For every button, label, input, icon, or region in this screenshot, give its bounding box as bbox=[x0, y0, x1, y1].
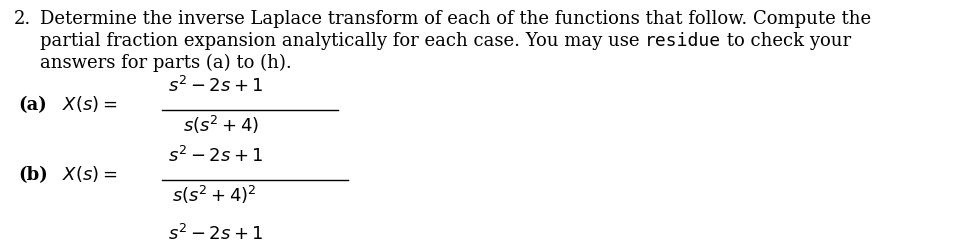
Text: 2.: 2. bbox=[14, 10, 31, 28]
Text: answers for parts (a) to (h).: answers for parts (a) to (h). bbox=[40, 54, 292, 72]
Text: Determine the inverse Laplace transform of each of the functions that follow. Co: Determine the inverse Laplace transform … bbox=[40, 10, 870, 28]
Text: $s^2 - 2s + 1$: $s^2 - 2s + 1$ bbox=[168, 146, 264, 166]
Text: $s^2 - 2s + 1$: $s^2 - 2s + 1$ bbox=[168, 224, 264, 244]
Text: (a): (a) bbox=[18, 96, 47, 114]
Text: partial fraction expansion analytically for each case. You may use: partial fraction expansion analytically … bbox=[40, 32, 644, 50]
Text: $s(s^2 + 4)^2$: $s(s^2 + 4)^2$ bbox=[172, 184, 257, 206]
Text: (b): (b) bbox=[18, 166, 47, 184]
Text: $s^2 - 2s + 1$: $s^2 - 2s + 1$ bbox=[168, 76, 264, 96]
Text: residue: residue bbox=[644, 32, 721, 50]
Text: $s(s^2 + 4)$: $s(s^2 + 4)$ bbox=[183, 114, 259, 136]
Text: to check your: to check your bbox=[721, 32, 851, 50]
Text: $X(s) =$: $X(s) =$ bbox=[62, 164, 117, 184]
Text: $X(s) =$: $X(s) =$ bbox=[62, 94, 117, 114]
